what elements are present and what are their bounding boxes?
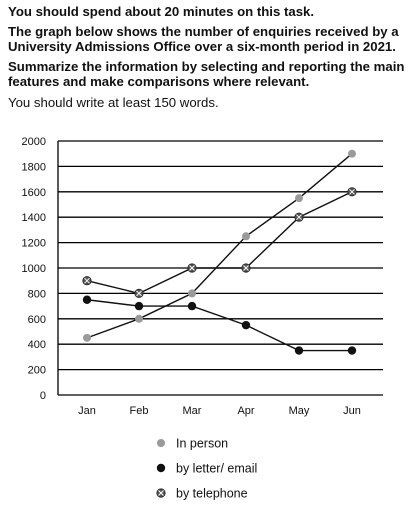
y-tick-label: 0	[40, 390, 46, 402]
y-tick-label: 1600	[22, 187, 46, 199]
data-point-telephone	[187, 263, 197, 273]
x-tick-label: May	[289, 405, 310, 417]
data-point-letter-email	[187, 301, 197, 311]
y-tick-label: 1400	[22, 212, 46, 224]
data-point-in-person	[295, 194, 303, 203]
data-point-in-person	[348, 149, 356, 158]
y-tick-label: 800	[28, 288, 46, 300]
data-point-in-person	[188, 289, 196, 298]
x-tick-labels: Jan Feb Mar Apr May Jun	[78, 405, 361, 417]
y-tick-label: 1800	[22, 161, 46, 173]
series-points	[82, 149, 357, 355]
legend-label-letter-email: by letter/ email	[176, 462, 257, 476]
grid-lines	[57, 140, 383, 396]
word-count-instruction: You should write at least 150 words.	[8, 95, 219, 110]
series-line-in-person	[86, 153, 353, 339]
series-line-letter-email	[86, 299, 352, 352]
legend-label-in-person: In person	[176, 437, 228, 451]
data-point-in-person	[83, 333, 91, 342]
series-lines	[86, 153, 353, 352]
time-instruction: You should spend about 20 minutes on thi…	[8, 4, 315, 19]
data-point-in-person	[135, 314, 143, 323]
data-point-letter-email	[134, 301, 144, 311]
legend-label-telephone: by telephone	[176, 487, 248, 501]
data-point-letter-email	[294, 346, 304, 355]
x-tick-label: Feb	[130, 405, 149, 417]
y-tick-label: 2000	[22, 136, 46, 148]
data-point-letter-email	[241, 320, 251, 330]
data-point-telephone	[347, 187, 357, 197]
y-tick-labels: 0 200 400 600 800 1000 1200 1400 1600 1800 2000	[22, 136, 46, 402]
x-tick-label: Jan	[78, 405, 96, 417]
data-point-letter-email	[347, 346, 357, 355]
x-tick-label: Apr	[237, 405, 254, 417]
series-line-telephone	[86, 191, 353, 295]
x-tick-label: Jun	[343, 405, 361, 417]
legend: In person by letter/ email by telephone	[156, 437, 257, 501]
data-point-telephone	[82, 276, 92, 286]
y-tick-label: 1000	[22, 263, 46, 275]
data-point-letter-email	[82, 295, 92, 304]
y-tick-label: 600	[28, 314, 46, 326]
task-description: The graph below shows the number of enqu…	[8, 24, 399, 54]
legend-marker-in-person	[157, 439, 165, 447]
summarize-instruction: Summarize the information by selecting a…	[8, 59, 405, 89]
legend-marker-letter-email	[156, 463, 166, 473]
task-instructions: You should spend about 20 minutes on thi…	[8, 4, 408, 111]
x-tick-label: Mar	[183, 405, 202, 417]
data-point-telephone	[294, 212, 304, 222]
legend-marker-telephone	[156, 488, 166, 498]
y-tick-label: 400	[28, 339, 46, 351]
y-tick-label: 1200	[22, 238, 46, 250]
data-point-telephone	[134, 288, 144, 298]
y-tick-label: 200	[28, 365, 46, 377]
data-point-telephone	[241, 263, 251, 273]
data-point-in-person	[242, 232, 250, 241]
